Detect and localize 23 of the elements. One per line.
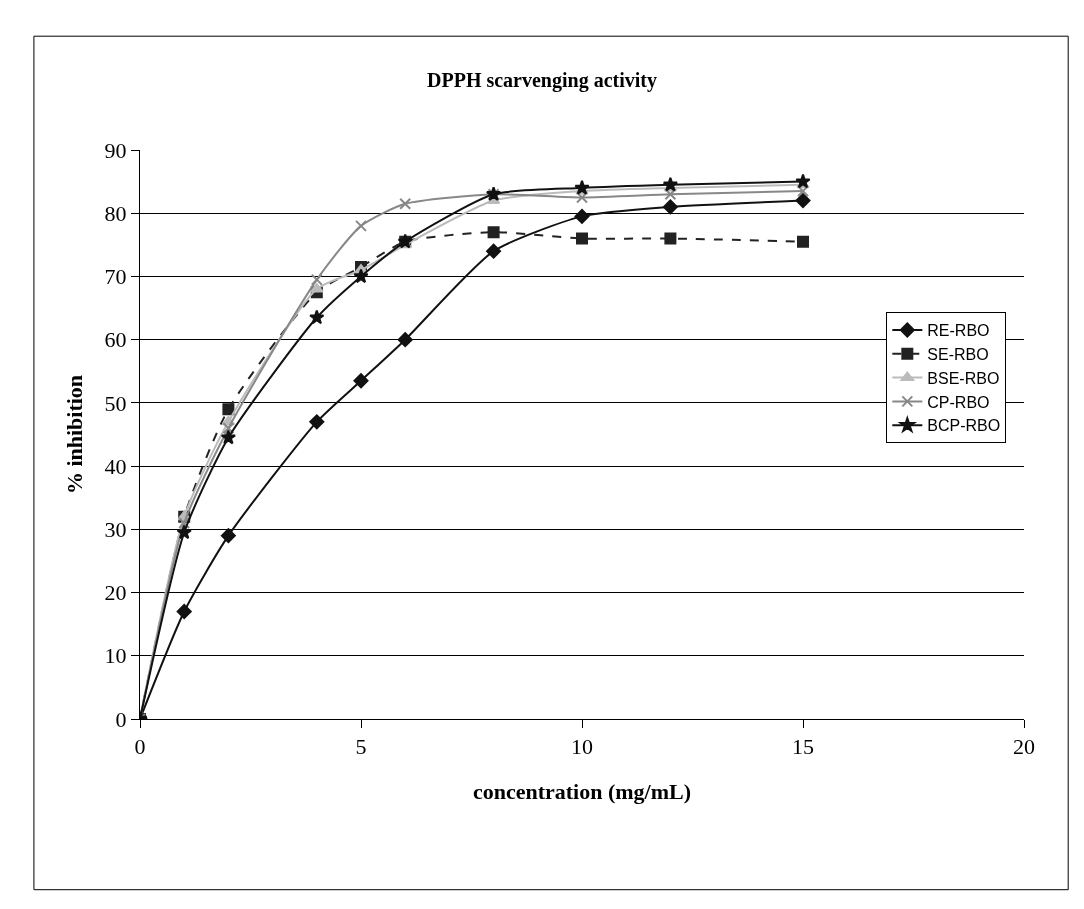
y-tick-label: 20 xyxy=(104,580,127,606)
y-tick-label: 80 xyxy=(104,200,127,226)
y-tick-label: 30 xyxy=(104,517,127,543)
y-tick-label: 0 xyxy=(115,706,127,732)
y-tick-label: 10 xyxy=(104,643,127,669)
x-axis-title: concentration (mg/mL) xyxy=(472,779,692,805)
legend-label: BSE-RBO xyxy=(927,369,1000,387)
y-tick-label: 40 xyxy=(104,453,127,479)
x-tick-label: 15 xyxy=(792,734,814,760)
x-tick-label: 5 xyxy=(355,734,367,760)
x-tick-label: 20 xyxy=(1013,734,1035,760)
y-tick-label: 50 xyxy=(104,390,127,416)
legend-label: SE-RBO xyxy=(927,346,989,364)
legend-label: RE-RBO xyxy=(927,322,990,340)
legend-label: BCP-RBO xyxy=(927,417,1001,435)
x-tick-label: 0 xyxy=(134,734,146,760)
legend-label: CP-RBO xyxy=(927,393,990,411)
y-axis-title: % inhibition xyxy=(62,374,88,495)
x-tick-label: 10 xyxy=(571,734,593,760)
chart-title: DPPH scarvenging activity xyxy=(427,68,657,92)
y-tick-label: 90 xyxy=(104,137,127,163)
y-tick-label: 70 xyxy=(104,264,127,290)
y-tick-label: 60 xyxy=(104,327,127,353)
